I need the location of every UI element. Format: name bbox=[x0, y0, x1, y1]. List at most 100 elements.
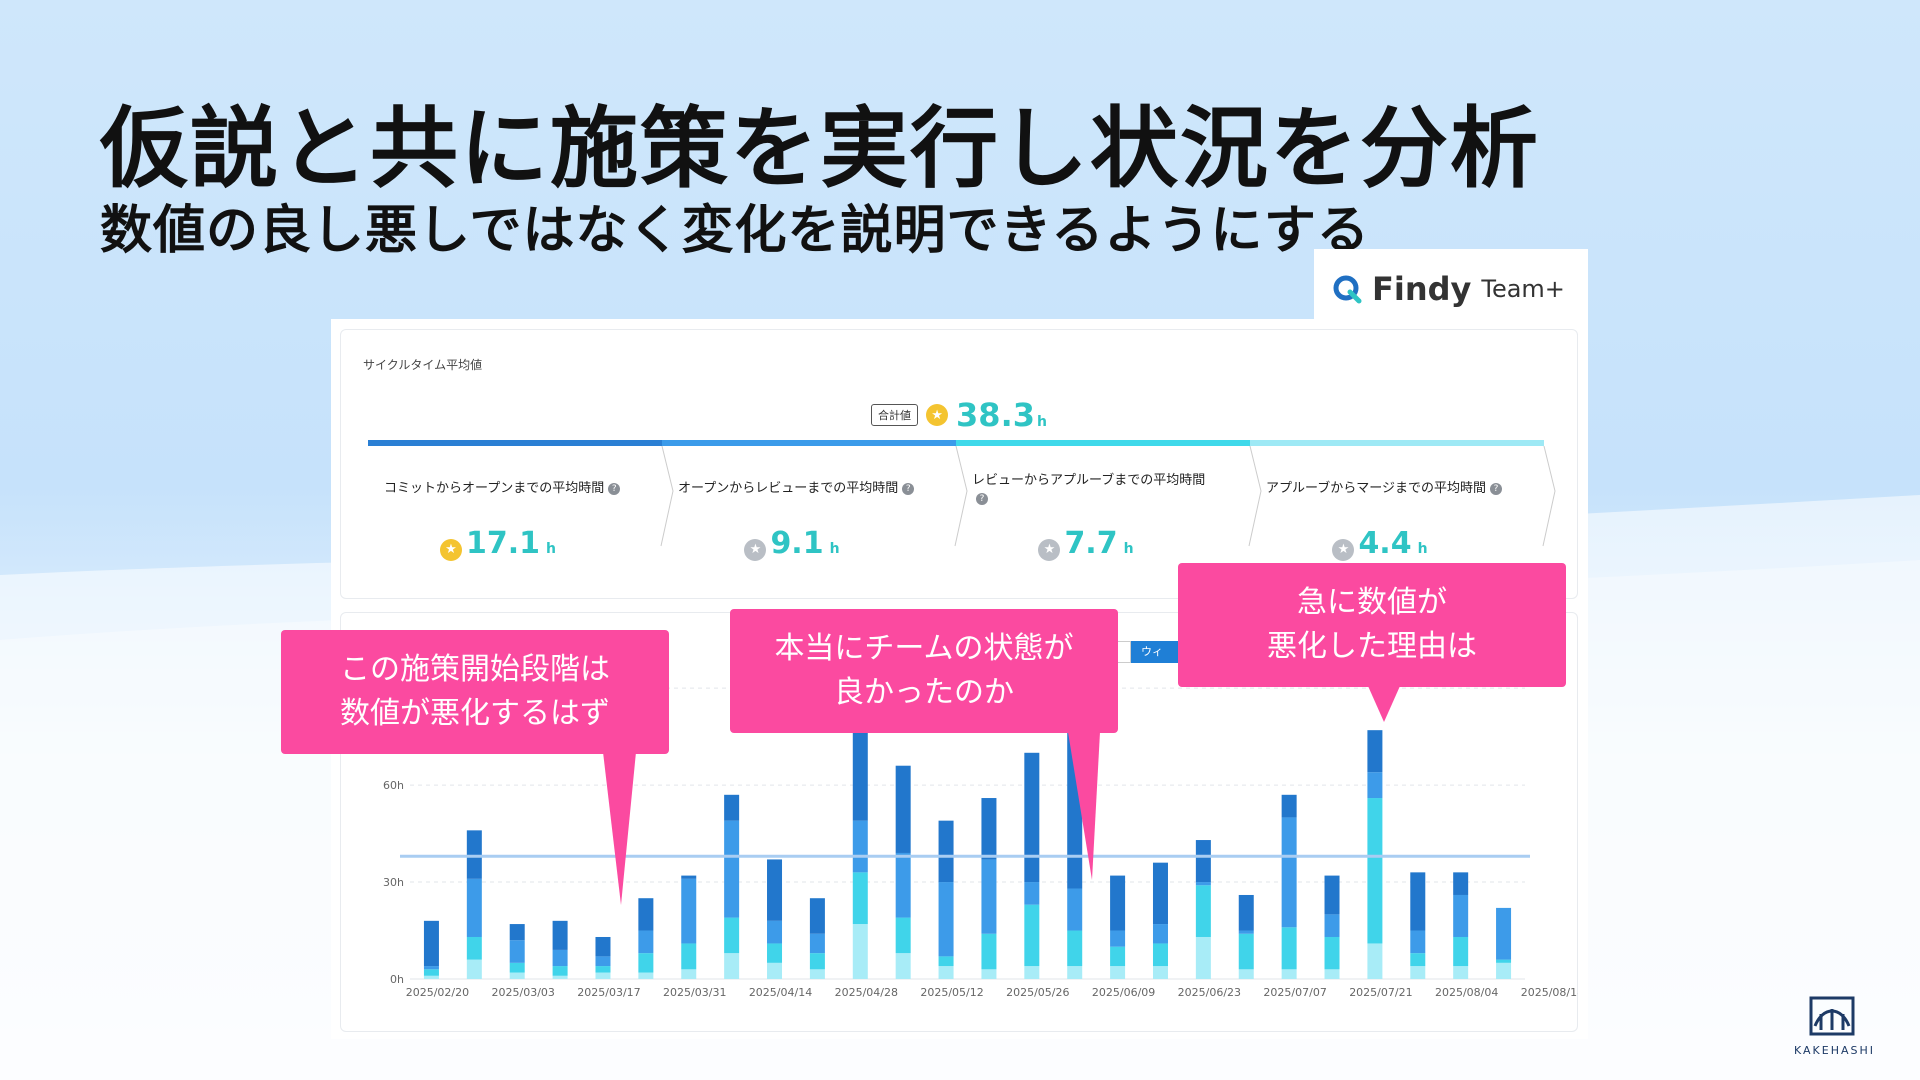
bar-segment bbox=[552, 966, 568, 976]
bar-segment bbox=[1024, 882, 1040, 905]
bar-segment bbox=[1067, 888, 1083, 931]
bar-segment bbox=[423, 920, 439, 967]
callout-2: 本当にチームの状態が 良かったのか bbox=[730, 609, 1118, 733]
x-tick-label: 2025/03/17 bbox=[577, 986, 640, 999]
stage-bar-1 bbox=[368, 440, 662, 446]
stage-bar-3 bbox=[956, 440, 1250, 446]
bar-segment bbox=[509, 924, 525, 941]
stage-label-wrap: コミットからオープンまでの平均時間? bbox=[384, 480, 634, 498]
silver-badge-icon: ★ bbox=[1038, 538, 1061, 561]
bar-segment bbox=[595, 972, 611, 979]
bar-segment bbox=[1453, 936, 1469, 967]
y-tick-label: 0h bbox=[390, 973, 404, 986]
stage-unit: h bbox=[1417, 541, 1428, 557]
bar-segment bbox=[895, 765, 911, 853]
bar-segment bbox=[466, 830, 482, 879]
x-tick-label: 2025/06/23 bbox=[1178, 986, 1241, 999]
bar-segment bbox=[1453, 872, 1469, 895]
bar-segment bbox=[1195, 936, 1211, 979]
stage-label: コミットからオープンまでの平均時間 bbox=[384, 481, 605, 496]
bar-segment bbox=[1152, 862, 1168, 925]
bar-segment bbox=[895, 852, 911, 918]
bar-segment bbox=[509, 940, 525, 963]
bar-segment bbox=[423, 966, 439, 970]
bar-segment bbox=[1453, 894, 1469, 937]
bar-segment bbox=[938, 882, 954, 957]
bar-segment bbox=[1024, 966, 1040, 979]
x-tick-label: 2025/02/20 bbox=[406, 986, 469, 999]
bar-segment bbox=[852, 924, 868, 979]
stage-open-to-review: オープンからレビューまでの平均時間? ★ 9.1 h bbox=[662, 446, 956, 596]
x-tick-label: 2025/07/07 bbox=[1263, 986, 1326, 999]
bar-segment bbox=[1024, 752, 1040, 883]
callout-1: この施策開始段階は 数値が悪化するはず bbox=[281, 630, 669, 754]
bar-segment bbox=[1110, 946, 1126, 967]
bar-segment bbox=[552, 920, 568, 950]
bar-segment bbox=[852, 872, 868, 925]
total-unit: h bbox=[1036, 414, 1047, 430]
bar-segment bbox=[1496, 962, 1512, 979]
kakehashi-logo: KAKEHASHI bbox=[1794, 996, 1876, 1057]
bar-segment bbox=[595, 966, 611, 973]
findy-product-name: Team+ bbox=[1481, 275, 1565, 303]
bar-segment bbox=[638, 898, 654, 931]
bar-segment bbox=[767, 962, 783, 979]
bar-segment bbox=[1238, 894, 1254, 931]
stage-dividers bbox=[660, 446, 1556, 547]
bar-segment bbox=[767, 943, 783, 963]
help-icon[interactable]: ? bbox=[1489, 483, 1502, 495]
bar-segment bbox=[1281, 969, 1297, 979]
stage-bar-2 bbox=[662, 440, 956, 446]
help-icon[interactable]: ? bbox=[608, 483, 621, 495]
stage-value: 7.7 bbox=[1064, 526, 1118, 561]
bar-segment bbox=[552, 949, 568, 967]
bar-segment bbox=[1410, 930, 1426, 954]
kakehashi-logo-icon bbox=[1809, 996, 1855, 1036]
bar-segment bbox=[809, 953, 825, 970]
weekly-toggle[interactable]: ウィ bbox=[1131, 641, 1181, 663]
bar-segment bbox=[895, 917, 911, 954]
bar-segment bbox=[681, 969, 697, 979]
bar-segment bbox=[1410, 953, 1426, 967]
bar-segment bbox=[809, 898, 825, 934]
bar-segment bbox=[1281, 927, 1297, 970]
bar-segment bbox=[1324, 914, 1340, 937]
gold-badge-icon: ★ bbox=[440, 538, 462, 561]
summary-heading: サイクルタイム平均値 bbox=[363, 358, 483, 372]
bar-segment bbox=[1281, 794, 1297, 818]
stage-unit: h bbox=[546, 541, 556, 557]
bar-segment bbox=[938, 956, 954, 967]
callout-2-line2: 良かったのか bbox=[834, 675, 1014, 710]
bar-segment bbox=[1110, 875, 1126, 931]
kakehashi-logo-text: KAKEHASHI bbox=[1794, 1044, 1876, 1057]
x-tick-label: 2025/05/12 bbox=[920, 986, 983, 999]
bar-segment bbox=[1152, 966, 1168, 979]
stage-value-row: ★ 4.4 h bbox=[1250, 526, 1510, 561]
stage-approve-to-merge: アプルーブからマージまでの平均時間? ★ 4.4 h bbox=[1250, 446, 1544, 596]
cycle-time-bar-chart: 0h 30h 60h 2025/02/20 2025/03/03 2025/03/17 20… bbox=[383, 672, 1578, 999]
silver-badge-icon: ★ bbox=[744, 538, 767, 561]
x-tick-label: 2025/05/26 bbox=[1006, 986, 1069, 999]
bar-segment bbox=[1195, 882, 1211, 886]
page-title: 仮説と共に施策を実行し状況を分析 bbox=[100, 97, 1541, 200]
bar-segment bbox=[1110, 930, 1126, 947]
bar-segment bbox=[981, 969, 997, 979]
stage-label: オープンからレビューまでの平均時間 bbox=[678, 481, 899, 496]
bar-segment bbox=[1324, 969, 1340, 979]
x-tick-label: 2025/04/14 bbox=[749, 986, 812, 999]
bar-segment bbox=[1367, 943, 1383, 979]
callout-3: 急に数値が 悪化した理由は bbox=[1178, 563, 1566, 687]
bar-segment bbox=[552, 975, 568, 979]
bar-segment bbox=[423, 969, 439, 976]
bar-segment bbox=[724, 917, 740, 954]
help-icon[interactable]: ? bbox=[902, 483, 915, 495]
bar-segment bbox=[1496, 907, 1512, 960]
bar-segment bbox=[1281, 817, 1297, 928]
bar-segment bbox=[938, 820, 954, 883]
bar-segment bbox=[1024, 904, 1040, 967]
stage-label-wrap: オープンからレビューまでの平均時間? bbox=[678, 480, 928, 498]
bar-segment bbox=[895, 953, 911, 979]
help-icon[interactable]: ? bbox=[976, 493, 988, 505]
stage-value-row: ★ 7.7 h bbox=[956, 526, 1216, 561]
